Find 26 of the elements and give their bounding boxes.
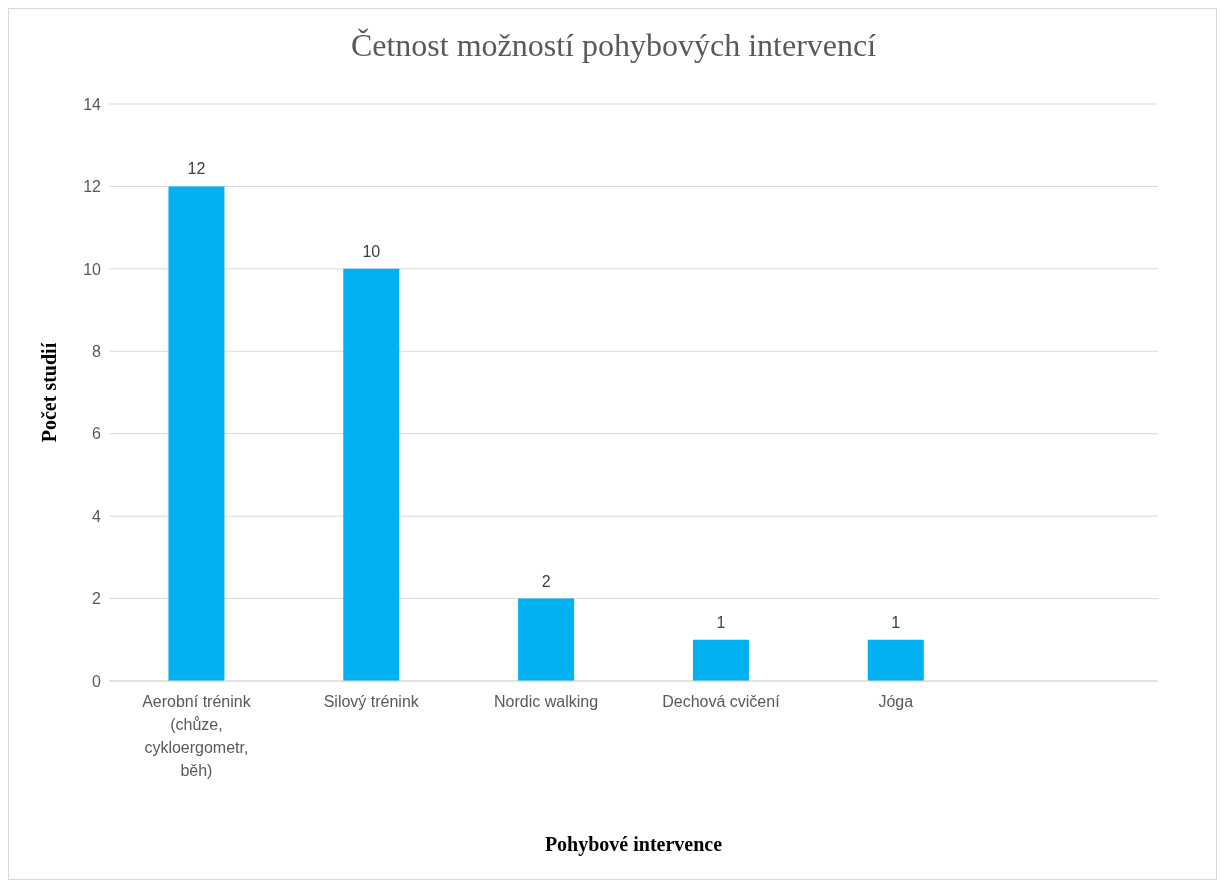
- y-tick-label: 14: [83, 95, 102, 113]
- y-tick-label: 4: [92, 507, 102, 525]
- chart-title: Četnost možností pohybových intervencí: [349, 27, 878, 64]
- x-tick-label: Silový trénink: [323, 693, 420, 710]
- data-label: 2: [541, 572, 551, 590]
- bar: [692, 639, 749, 681]
- y-tick-label: 6: [92, 425, 102, 443]
- y-axis-title: Počet studií: [38, 342, 61, 443]
- data-label: 1: [716, 613, 726, 631]
- data-label: 10: [362, 242, 381, 260]
- y-tick-label: 10: [83, 260, 102, 278]
- y-tick-label: 12: [83, 178, 102, 196]
- bar: [168, 186, 225, 681]
- y-tick-label: 2: [92, 590, 102, 608]
- x-axis-title: Pohybové intervence: [544, 833, 723, 856]
- bar: [518, 598, 575, 681]
- x-tick-label: Nordic walking: [494, 693, 599, 710]
- y-tick-label: 0: [92, 672, 102, 690]
- x-tick-label: Dechová cvičení: [662, 693, 781, 710]
- data-label: 1: [891, 613, 901, 631]
- bar: [867, 639, 924, 681]
- bar: [343, 268, 400, 681]
- y-tick-label: 8: [92, 342, 102, 360]
- x-tick-label: Aerobní trénink (chůze, cykloergometr, běh): [142, 693, 252, 779]
- x-tick-label: Jóga: [878, 693, 914, 710]
- data-label: 12: [187, 160, 206, 178]
